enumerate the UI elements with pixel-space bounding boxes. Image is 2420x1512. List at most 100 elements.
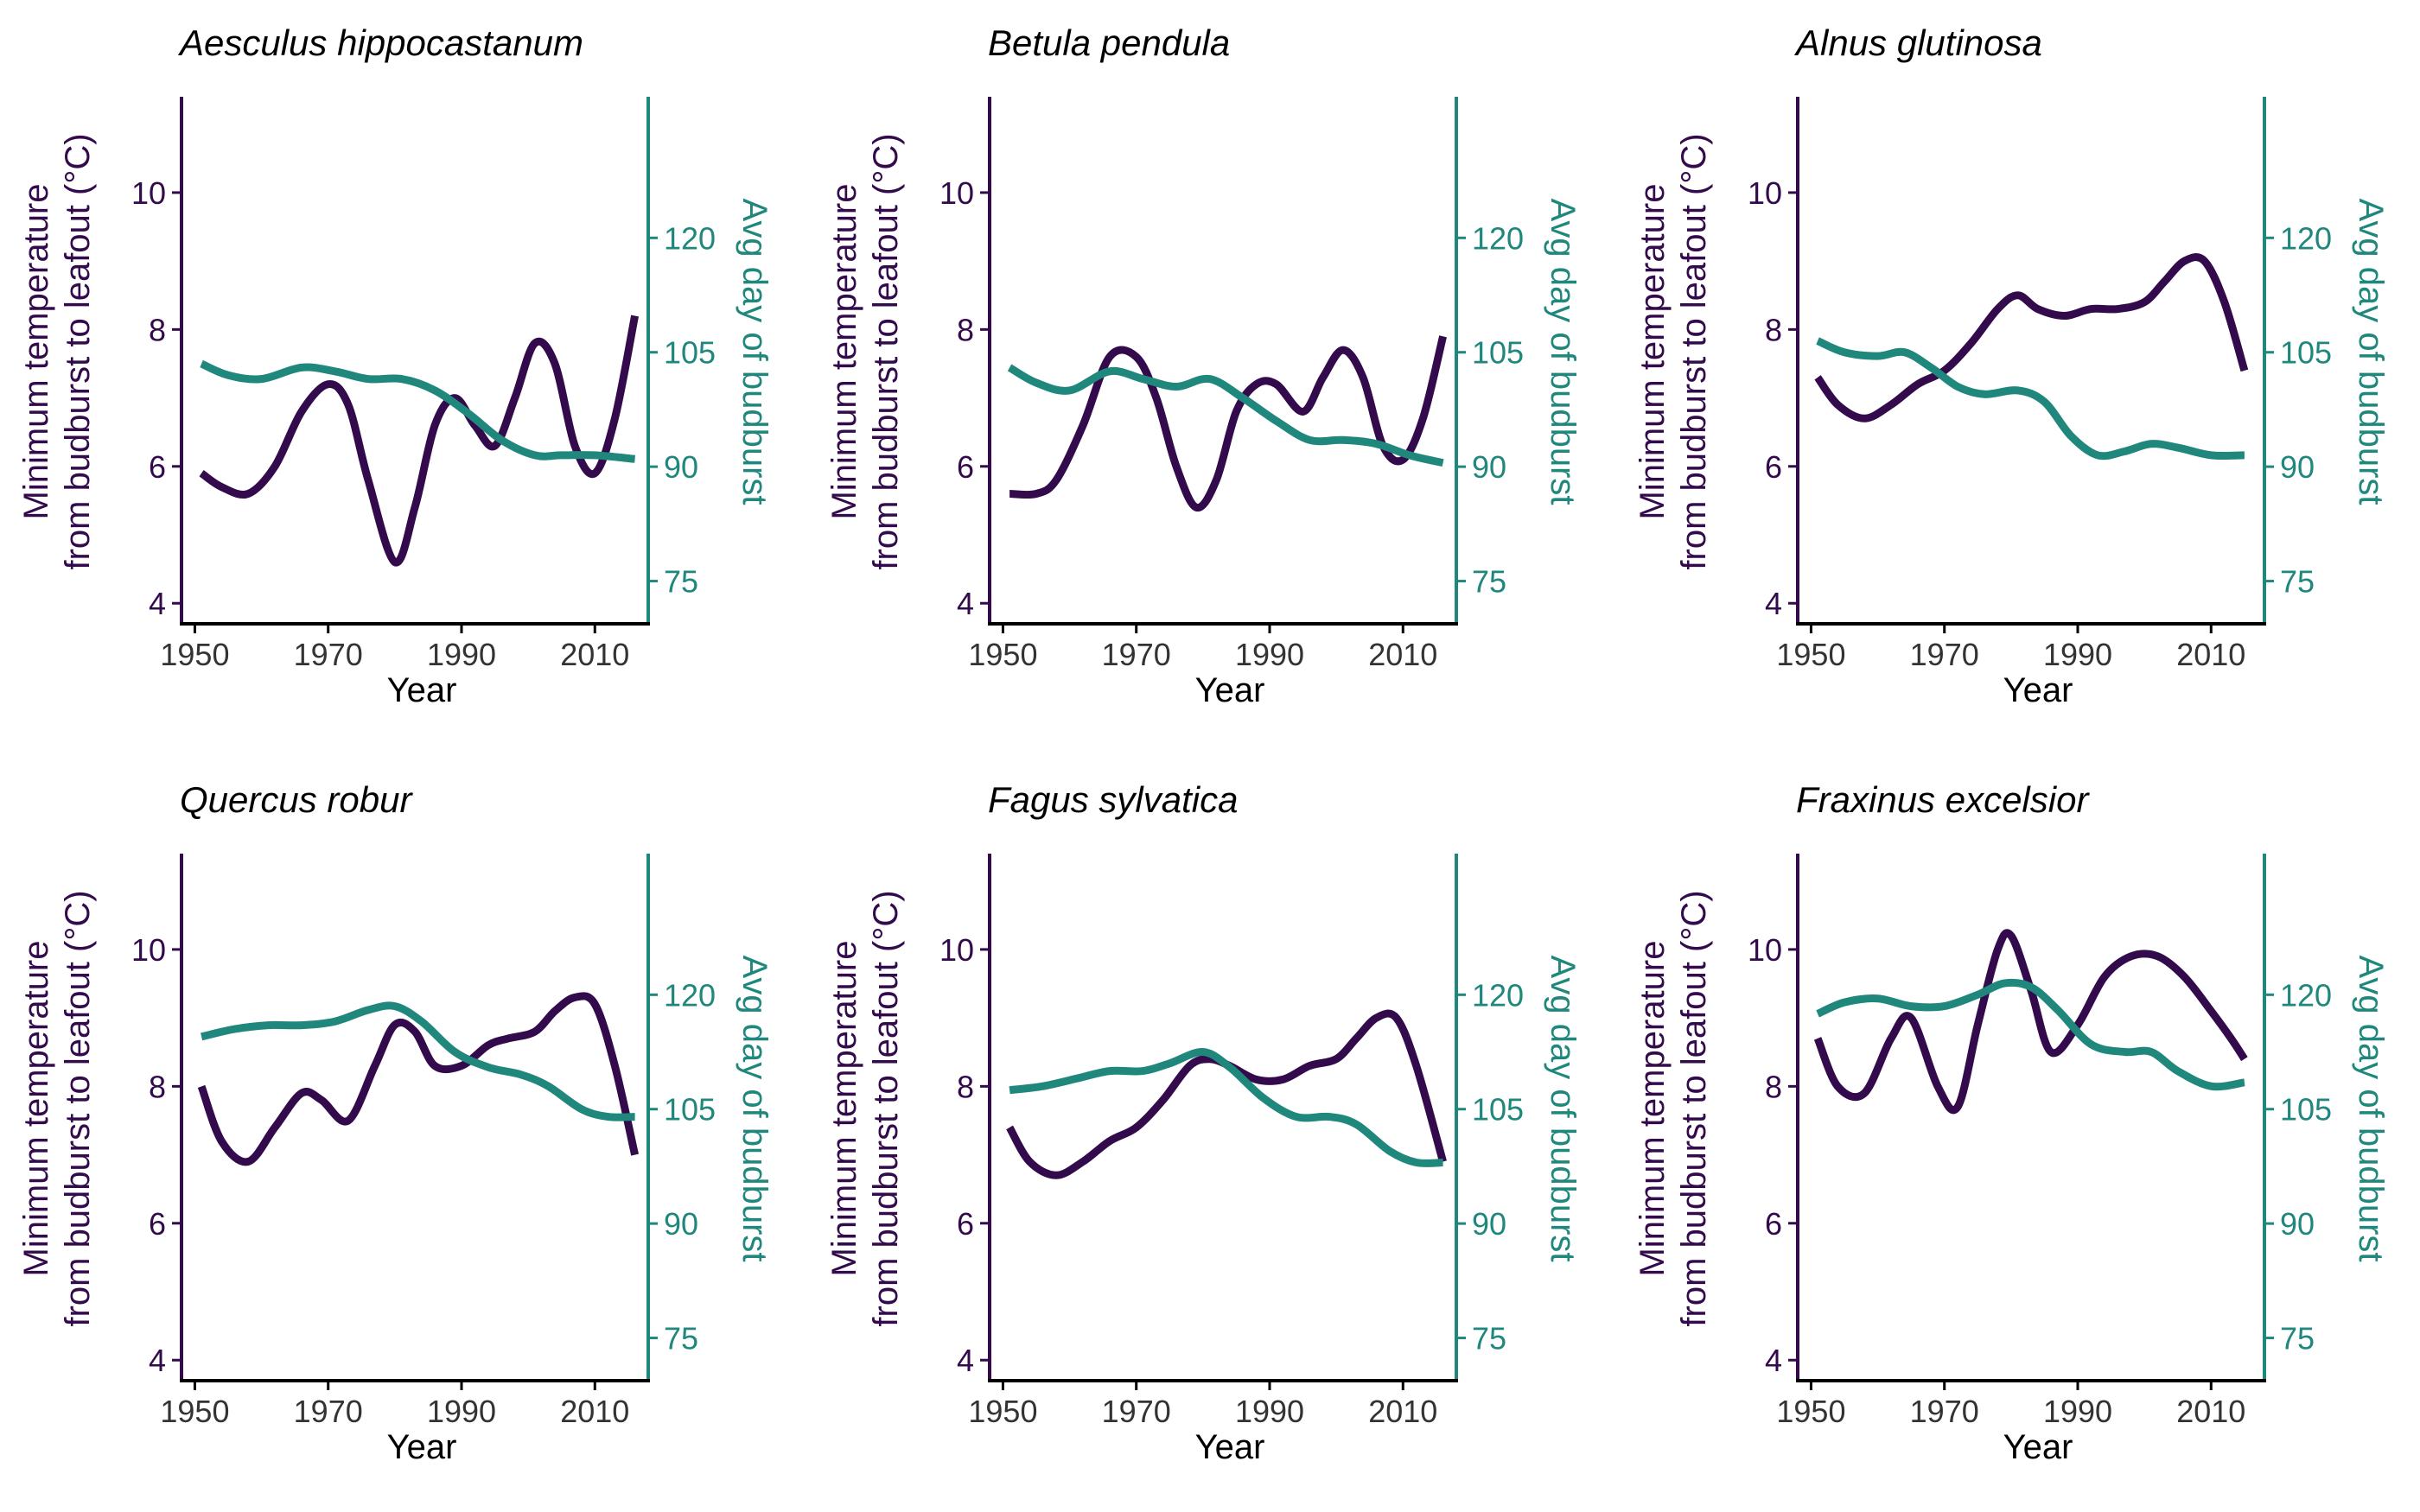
x-tick-label: 2010: [560, 1394, 629, 1429]
right-y-tick-label: 90: [1472, 1206, 1506, 1242]
x-tick-label: 1990: [2043, 637, 2112, 672]
budburst-line: [1007, 364, 1444, 467]
x-tick-label: 1950: [160, 637, 229, 672]
left-axis-title-line2: from budburst to leafout (°C): [59, 133, 97, 569]
panel-1: Aesculus hippocastanum 1950 1970 1990 2010 4 6…: [17, 22, 774, 709]
left-y-tick-label: 4: [957, 1343, 974, 1378]
x-tick-label: 1990: [1235, 1394, 1304, 1429]
right-y-tick-label: 75: [2280, 1321, 2315, 1356]
left-y-tick-label: 10: [1748, 932, 1782, 968]
temperature-line: [1813, 929, 2248, 1115]
left-y-tick-label: 8: [957, 1069, 974, 1104]
right-y-tick-label: 105: [1472, 1092, 1524, 1128]
right-y-tick-label: 75: [2280, 564, 2315, 600]
panel-3: Alnus glutinosa 1950 1970 1990 2010 4 6 8 10 75 90…: [1634, 22, 2390, 709]
x-tick-label: 1990: [427, 637, 496, 672]
panel-title: Alnus glutinosa: [1793, 22, 2042, 63]
panel-title: Fraxinus excelsior: [1796, 779, 2090, 820]
right-y-tick-label: 120: [1472, 220, 1524, 256]
panel-4: Quercus robur 1950 1970 1990 2010 4 6 8 10 75 90 10…: [17, 779, 774, 1466]
x-tick-label: 1990: [427, 1394, 496, 1429]
temperature-line: [1009, 335, 1447, 511]
right-y-tick-label: 120: [2280, 977, 2332, 1013]
right-y-tick-label: 105: [2280, 335, 2332, 371]
temperature-line: [199, 314, 640, 567]
budburst-line: [201, 1001, 635, 1121]
panel-title: Aesculus hippocastanum: [177, 22, 583, 63]
right-y-tick-label: 75: [664, 1321, 698, 1356]
x-tick-label: 1970: [1102, 637, 1171, 672]
left-y-tick-label: 6: [1765, 1206, 1782, 1242]
left-axis-title-line1: Minimum temperature: [825, 940, 863, 1276]
right-axis-title: Avg day of budburst: [1544, 198, 1582, 505]
budburst-line: [200, 359, 636, 463]
x-tick-label: 1950: [968, 637, 1037, 672]
x-tick-label: 1970: [294, 1394, 363, 1429]
right-y-tick-label: 105: [2280, 1092, 2332, 1128]
panel-title: Fagus sylvatica: [988, 779, 1238, 820]
x-tick-label: 2010: [1368, 1394, 1437, 1429]
budburst-line: [1009, 1048, 1443, 1167]
panel-6: Fraxinus excelsior 1950 1970 1990 2010 4 6 8 10 7…: [1634, 779, 2390, 1466]
x-tick-label: 1990: [2043, 1394, 2112, 1429]
panel-2: Betula pendula 1950 1970 1990 2010 4 6 8 10 75 90 1…: [825, 22, 1582, 709]
x-tick-label: 2010: [2176, 637, 2245, 672]
left-axis-title-line1: Minimum temperature: [17, 940, 55, 1276]
right-axis-title: Avg day of budburst: [2352, 198, 2390, 505]
x-axis-title: Year: [387, 1428, 457, 1466]
left-y-tick-label: 10: [131, 175, 166, 211]
x-tick-label: 1990: [1235, 637, 1304, 672]
x-tick-label: 1950: [968, 1394, 1037, 1429]
temperature-line: [1006, 1009, 1447, 1179]
left-axis-title-line1: Minimum temperature: [1634, 183, 1672, 519]
left-y-tick-label: 6: [957, 449, 974, 485]
left-y-tick-label: 10: [131, 932, 166, 968]
left-y-tick-label: 4: [1765, 1343, 1782, 1378]
left-axis-title-line2: from budburst to leafout (°C): [1675, 890, 1713, 1326]
left-y-tick-label: 4: [149, 586, 166, 621]
budburst-line: [1816, 337, 2245, 461]
right-y-tick-label: 90: [2280, 1206, 2315, 1242]
right-y-tick-label: 105: [1472, 335, 1524, 371]
panel-title: Quercus robur: [180, 779, 413, 820]
x-tick-label: 1970: [1910, 637, 1979, 672]
right-y-tick-label: 120: [664, 220, 716, 256]
left-y-tick-label: 4: [149, 1343, 166, 1378]
x-tick-label: 1970: [294, 637, 363, 672]
x-axis-title: Year: [2003, 1428, 2073, 1466]
right-y-tick-label: 90: [664, 449, 698, 485]
left-y-tick-label: 8: [149, 312, 166, 347]
budburst-line: [1816, 978, 2245, 1091]
panel-title: Betula pendula: [988, 22, 1230, 63]
left-axis-title-line2: from budburst to leafout (°C): [1675, 133, 1713, 569]
right-y-tick-label: 105: [664, 1092, 716, 1128]
x-tick-label: 2010: [1368, 637, 1437, 672]
right-y-tick-label: 105: [664, 335, 716, 371]
left-y-tick-label: 10: [1748, 175, 1782, 211]
right-y-tick-label: 120: [664, 977, 716, 1013]
x-tick-label: 2010: [2176, 1394, 2245, 1429]
x-axis-title: Year: [2003, 671, 2073, 709]
right-y-tick-label: 90: [664, 1206, 698, 1242]
panel-5: Fagus sylvatica 1950 1970 1990 2010 4 6 8 10 75 90…: [825, 779, 1582, 1466]
temperature-line: [1814, 253, 2249, 422]
left-y-tick-label: 8: [1765, 1069, 1782, 1104]
right-y-tick-label: 90: [1472, 449, 1506, 485]
left-axis-title-line2: from budburst to leafout (°C): [59, 890, 97, 1326]
left-axis-title-line2: from budburst to leafout (°C): [867, 133, 905, 569]
right-axis-title: Avg day of budburst: [2352, 955, 2390, 1261]
left-y-tick-label: 10: [939, 932, 974, 968]
right-axis-title: Avg day of budburst: [736, 955, 774, 1261]
x-tick-label: 1970: [1102, 1394, 1171, 1429]
x-tick-label: 1970: [1910, 1394, 1979, 1429]
right-y-tick-label: 90: [2280, 449, 2315, 485]
left-y-tick-label: 8: [149, 1069, 166, 1104]
left-y-tick-label: 6: [1765, 449, 1782, 485]
x-axis-title: Year: [387, 671, 457, 709]
right-axis-title: Avg day of budburst: [736, 198, 774, 505]
left-y-tick-label: 4: [1765, 586, 1782, 621]
x-tick-label: 1950: [1776, 637, 1845, 672]
left-y-tick-label: 4: [957, 586, 974, 621]
left-y-tick-label: 6: [957, 1206, 974, 1242]
